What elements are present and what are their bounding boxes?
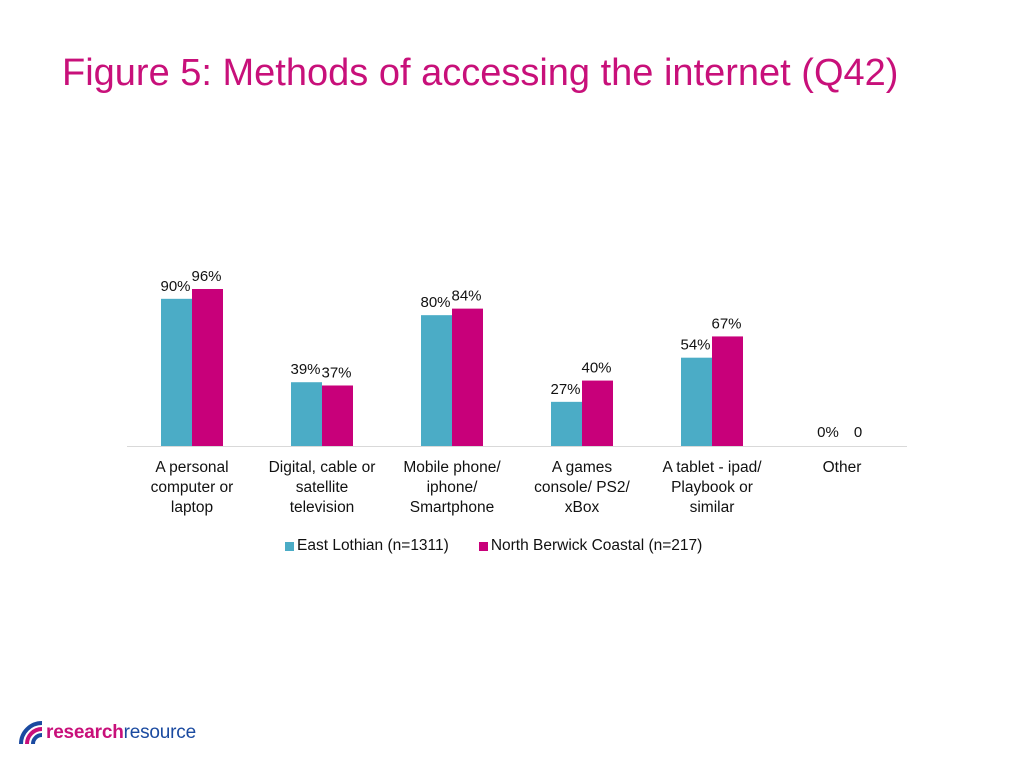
data-label-s1-c2: 84% xyxy=(451,288,481,305)
category-label-line: iphone/ xyxy=(426,479,478,496)
bar-s0-c2 xyxy=(421,315,452,446)
category-label-3: A games console/ PS2/xBox xyxy=(520,458,644,518)
bar-s1-c0 xyxy=(192,289,223,446)
bar-s1-c3 xyxy=(582,380,613,446)
legend: East Lothian (n=1311) North Berwick Coas… xyxy=(285,537,702,555)
legend-item-north-berwick: North Berwick Coastal (n=217) xyxy=(478,537,703,555)
chart-title: Figure 5: Methods of accessing the inter… xyxy=(62,52,899,94)
data-label-s0-c0: 90% xyxy=(160,278,190,295)
category-label-line: satellite xyxy=(295,479,349,496)
logo-text-research: research xyxy=(46,722,124,743)
category-label-5: Other xyxy=(780,458,904,478)
legend-swatch-north-berwick xyxy=(478,541,488,551)
category-label-line: similar xyxy=(689,499,735,516)
data-label-s1-c0: 96% xyxy=(191,268,221,285)
data-label-s1-c1: 37% xyxy=(321,364,351,381)
bar-s0-c3 xyxy=(551,401,582,446)
category-label-line: computer or xyxy=(150,479,234,496)
category-label-1: Digital, cable or satellite television xyxy=(260,458,384,518)
data-label-s0-c2: 80% xyxy=(420,294,450,311)
data-label-s0-c4: 54% xyxy=(680,337,710,354)
legend-item-east-lothian: East Lothian (n=1311) xyxy=(285,537,449,555)
data-label-s1-c5: 0 xyxy=(854,424,862,441)
research-resource-logo: researchresource xyxy=(18,720,196,746)
bar-s1-c4 xyxy=(712,336,743,446)
data-label-s0-c3: 27% xyxy=(550,381,580,398)
bar-s0-c1 xyxy=(291,382,322,446)
legend-label-north-berwick: North Berwick Coastal (n=217) xyxy=(490,537,703,554)
bar-s1-c2 xyxy=(452,308,483,446)
legend-swatch-east-lothian xyxy=(285,541,294,551)
category-label-line: console/ PS2/ xyxy=(534,479,630,496)
bar-s1-c1 xyxy=(322,385,353,446)
data-label-s0-c5: 0% xyxy=(817,424,839,441)
category-label-4: A tablet - ipad/Playbook or similar xyxy=(650,458,774,518)
category-label-line: A tablet - ipad/ xyxy=(662,459,762,476)
data-label-s1-c3: 40% xyxy=(581,360,611,377)
category-label-line: Other xyxy=(822,459,862,476)
logo-arc-icon xyxy=(19,721,43,745)
category-label-line: A games xyxy=(551,459,613,476)
category-label-line: Smartphone xyxy=(409,499,495,516)
category-label-line: A personal xyxy=(155,459,229,476)
category-label-line: Digital, cable or xyxy=(268,459,376,476)
legend-label-east-lothian: East Lothian (n=1311) xyxy=(297,537,449,554)
category-label-line: laptop xyxy=(170,499,214,516)
category-label-0: A personal computer or laptop xyxy=(130,458,254,518)
category-label-line: xBox xyxy=(564,499,600,516)
logo-text: researchresource xyxy=(46,722,196,744)
logo-text-resource: resource xyxy=(123,722,197,743)
data-label-s0-c1: 39% xyxy=(290,361,320,378)
category-label-line: television xyxy=(289,499,355,516)
bar-s0-c4 xyxy=(681,357,712,446)
data-label-s1-c4: 67% xyxy=(711,315,741,332)
category-label-line: Playbook or xyxy=(671,479,753,496)
category-label-2: Mobile phone/iphone/Smartphone xyxy=(390,458,514,518)
bar-s0-c0 xyxy=(161,298,192,446)
category-label-line: Mobile phone/ xyxy=(403,459,501,476)
